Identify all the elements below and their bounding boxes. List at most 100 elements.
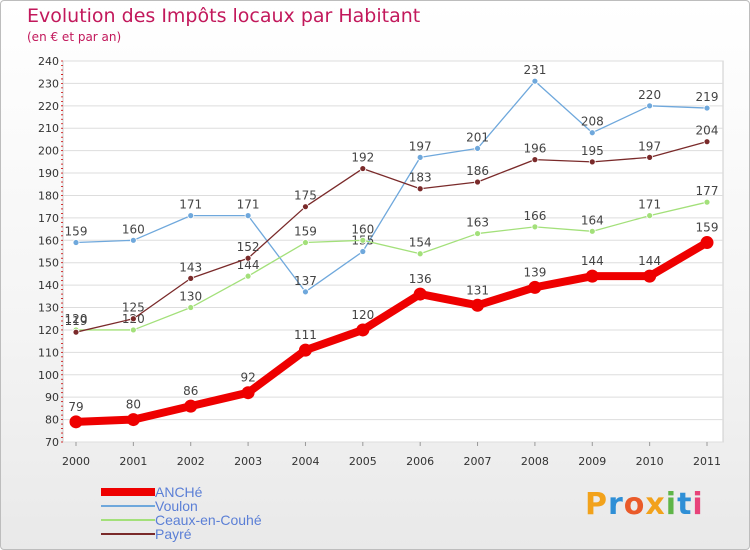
data-point (69, 415, 83, 429)
data-label: 177 (696, 184, 719, 198)
data-label: 183 (409, 171, 432, 185)
logo-letter: P (585, 487, 608, 522)
y-tick-label: 130 (38, 302, 59, 315)
data-label: 159 (65, 225, 88, 239)
data-label: 160 (351, 222, 374, 236)
data-label: 137 (294, 274, 317, 288)
data-label: 163 (466, 216, 489, 230)
chart-subtitle: (en € et par an) (27, 30, 122, 44)
y-tick-label: 100 (38, 369, 59, 382)
data-label: 144 (638, 254, 661, 268)
data-point (187, 304, 195, 311)
data-point (187, 212, 195, 220)
logo-letter: t (677, 487, 693, 522)
x-tick-label: 2009 (578, 455, 606, 468)
x-tick-label: 2007 (464, 455, 492, 468)
series-line-3 (75, 141, 708, 333)
data-point (72, 239, 80, 246)
data-point (302, 288, 309, 296)
data-point (474, 145, 481, 152)
data-label: 231 (523, 63, 546, 77)
data-label: 220 (638, 88, 661, 102)
data-label: 171 (237, 198, 260, 212)
data-label: 131 (466, 283, 489, 297)
data-label: 159 (696, 221, 719, 235)
data-point (646, 153, 654, 161)
series-line-2 (76, 201, 708, 331)
y-tick-label: 210 (38, 122, 59, 135)
data-label: 125 (122, 301, 145, 315)
data-point (359, 236, 367, 244)
x-tick-label: 2000 (62, 455, 90, 468)
data-label: 166 (523, 209, 546, 223)
data-point (646, 212, 654, 220)
data-point (588, 158, 596, 166)
legend-swatch (101, 533, 155, 535)
data-label: 120 (351, 308, 374, 322)
y-tick-label: 170 (38, 212, 59, 225)
data-label: 92 (240, 371, 255, 385)
data-label: 80 (126, 398, 141, 412)
data-point (531, 223, 539, 231)
y-tick-label: 80 (45, 414, 59, 427)
data-point (700, 236, 714, 250)
x-tick-label: 2011 (693, 455, 721, 468)
data-point (416, 185, 424, 193)
data-label: 201 (466, 130, 489, 144)
logo-letter: i (692, 487, 704, 522)
y-tick-label: 190 (38, 167, 59, 180)
y-tick-label: 110 (38, 346, 59, 359)
x-tick-label: 2004 (291, 455, 319, 468)
logo-letter: x (645, 487, 666, 522)
data-label: 171 (638, 198, 661, 212)
legend-label: Voulon (155, 498, 198, 514)
data-label: 164 (581, 213, 604, 227)
series-line-1 (75, 80, 708, 293)
data-point (585, 269, 599, 283)
data-point (129, 326, 137, 334)
data-label: 160 (122, 222, 145, 236)
legend-label: Ceaux-en-Couhé (155, 512, 262, 528)
data-label: 159 (294, 225, 317, 239)
data-point (244, 212, 252, 220)
data-point (703, 138, 711, 146)
data-label: 111 (294, 328, 317, 342)
legend: ANCHé Voulon Ceaux-en-Couhé Payré (101, 485, 262, 541)
data-point (359, 165, 367, 172)
x-tick-label: 2001 (119, 455, 147, 468)
data-point (588, 129, 596, 137)
data-point (244, 272, 252, 280)
data-label: 154 (409, 236, 432, 250)
logo-letter: r (608, 487, 624, 522)
legend-swatch (101, 519, 155, 521)
x-tick-label: 2010 (636, 455, 664, 468)
x-tick-label: 2008 (521, 455, 549, 468)
data-point (244, 254, 252, 262)
data-point (356, 323, 370, 337)
data-point (184, 399, 198, 413)
data-point (126, 413, 140, 427)
data-label: 204 (696, 124, 719, 138)
y-tick-label: 200 (38, 145, 59, 158)
data-label: 152 (237, 240, 260, 254)
data-label: 79 (68, 400, 83, 414)
data-label: 208 (581, 115, 604, 129)
x-tick-label: 2005 (349, 455, 377, 468)
data-label: 139 (523, 265, 546, 279)
data-point (302, 203, 309, 211)
y-tick-label: 140 (38, 279, 59, 292)
data-point (298, 343, 312, 357)
data-point (302, 239, 309, 246)
data-label: 186 (466, 164, 489, 178)
data-point (416, 250, 424, 258)
data-label: 143 (179, 260, 202, 274)
plot-area (62, 60, 724, 443)
data-label: 136 (409, 272, 432, 286)
data-point (531, 156, 539, 164)
data-point (474, 230, 481, 237)
data-label: 144 (581, 254, 604, 268)
legend-item: Ceaux-en-Couhé (101, 513, 262, 527)
legend-item: Voulon (101, 499, 262, 513)
y-tick-label: 240 (38, 55, 59, 68)
